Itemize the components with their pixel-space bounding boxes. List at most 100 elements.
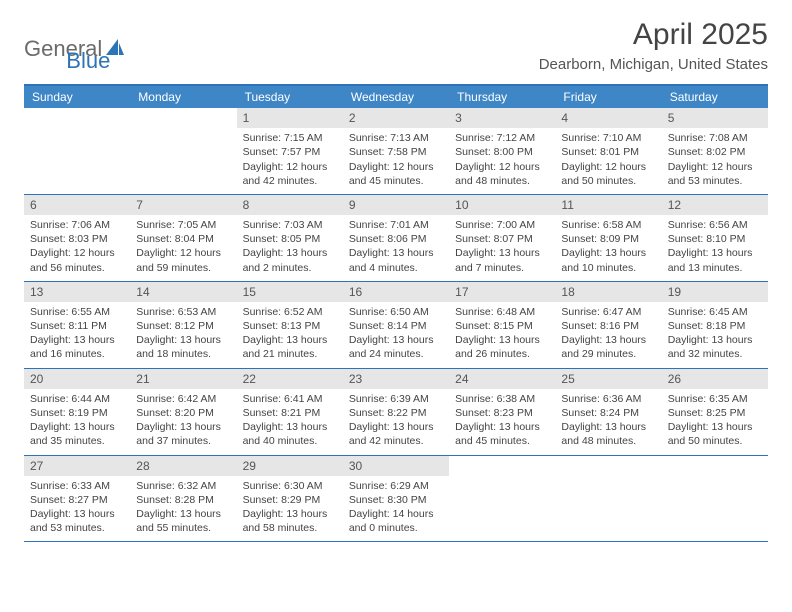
day-number: 12 <box>662 195 768 215</box>
day-number: 8 <box>237 195 343 215</box>
daylight-text: and 58 minutes. <box>243 521 337 535</box>
sunset-text: Sunset: 8:07 PM <box>455 232 549 246</box>
daylight-text: and 59 minutes. <box>136 261 230 275</box>
daylight-text: Daylight: 13 hours <box>243 507 337 521</box>
location-text: Dearborn, Michigan, United States <box>539 56 768 73</box>
day-number: 26 <box>662 369 768 389</box>
day-number: 1 <box>237 108 343 128</box>
day-header: Tuesday <box>237 86 343 108</box>
sunset-text: Sunset: 8:27 PM <box>30 493 124 507</box>
day-header-row: SundayMondayTuesdayWednesdayThursdayFrid… <box>24 86 768 108</box>
day-cell: 16Sunrise: 6:50 AMSunset: 8:14 PMDayligh… <box>343 282 449 368</box>
day-cell: 14Sunrise: 6:53 AMSunset: 8:12 PMDayligh… <box>130 282 236 368</box>
sunset-text: Sunset: 8:06 PM <box>349 232 443 246</box>
weeks-container: .. 1 Sunrise: 7:15 AMSunset: 7:57 PM Daylig… <box>24 108 768 542</box>
day-header: Thursday <box>449 86 555 108</box>
day-number: 19 <box>662 282 768 302</box>
sunset-text: Sunset: 7:57 PM <box>243 145 337 159</box>
day-cell: 23Sunrise: 6:39 AMSunset: 8:22 PMDayligh… <box>343 369 449 455</box>
sunset-text: Sunset: 8:15 PM <box>455 319 549 333</box>
daylight-text: and 13 minutes. <box>668 261 762 275</box>
page-header: General Blue April 2025 Dearborn, Michig… <box>24 18 768 74</box>
sunrise-text: Sunrise: 7:08 AM <box>668 131 762 145</box>
daylight-text: and 55 minutes. <box>136 521 230 535</box>
day-number: 11 <box>555 195 661 215</box>
day-cell: 21Sunrise: 6:42 AMSunset: 8:20 PMDayligh… <box>130 369 236 455</box>
sunrise-text: Sunrise: 6:39 AM <box>349 392 443 406</box>
day-number: 18 <box>555 282 661 302</box>
day-number: 2 <box>343 108 449 128</box>
sunrise-text: Sunrise: 6:38 AM <box>455 392 549 406</box>
daylight-text: and 29 minutes. <box>561 347 655 361</box>
daylight-text: Daylight: 13 hours <box>30 507 124 521</box>
daylight-text: Daylight: 12 hours <box>136 246 230 260</box>
daylight-text: and 40 minutes. <box>243 434 337 448</box>
sunrise-text: Sunrise: 7:06 AM <box>30 218 124 232</box>
daylight-text: and 24 minutes. <box>349 347 443 361</box>
daylight-text: and 16 minutes. <box>30 347 124 361</box>
day-number: 23 <box>343 369 449 389</box>
daylight-text: Daylight: 13 hours <box>30 420 124 434</box>
day-cell: 10Sunrise: 7:00 AMSunset: 8:07 PMDayligh… <box>449 195 555 281</box>
day-number: 17 <box>449 282 555 302</box>
sunset-text: Sunset: 8:09 PM <box>561 232 655 246</box>
day-cell: 17Sunrise: 6:48 AMSunset: 8:15 PMDayligh… <box>449 282 555 368</box>
day-number: 21 <box>130 369 236 389</box>
day-number: 25 <box>555 369 661 389</box>
sunset-text: Sunset: 8:19 PM <box>30 406 124 420</box>
day-cell: 11Sunrise: 6:58 AMSunset: 8:09 PMDayligh… <box>555 195 661 281</box>
daylight-text: and 42 minutes. <box>349 434 443 448</box>
day-cell: 26Sunrise: 6:35 AMSunset: 8:25 PMDayligh… <box>662 369 768 455</box>
day-cell: 13Sunrise: 6:55 AMSunset: 8:11 PMDayligh… <box>24 282 130 368</box>
empty-cell: . <box>449 456 555 542</box>
day-number: 24 <box>449 369 555 389</box>
daylight-text: Daylight: 13 hours <box>30 333 124 347</box>
sunset-text: Sunset: 8:05 PM <box>243 232 337 246</box>
sunset-text: Sunset: 8:11 PM <box>30 319 124 333</box>
daylight-text: and 37 minutes. <box>136 434 230 448</box>
daylight-text: Daylight: 12 hours <box>30 246 124 260</box>
empty-cell: . <box>24 108 130 194</box>
daylight-text: and 48 minutes. <box>561 434 655 448</box>
sunrise-text: Sunrise: 7:15 AM <box>243 131 337 145</box>
day-number: 6 <box>24 195 130 215</box>
sunrise-text: Sunrise: 6:36 AM <box>561 392 655 406</box>
day-header: Sunday <box>24 86 130 108</box>
day-number: 3 <box>449 108 555 128</box>
sunrise-text: Sunrise: 7:05 AM <box>136 218 230 232</box>
day-number: 10 <box>449 195 555 215</box>
daylight-text: and 18 minutes. <box>136 347 230 361</box>
day-cell: 4Sunrise: 7:10 AMSunset: 8:01 PMDaylight… <box>555 108 661 194</box>
sunset-text: Sunset: 8:02 PM <box>668 145 762 159</box>
day-cell: 27Sunrise: 6:33 AMSunset: 8:27 PMDayligh… <box>24 456 130 542</box>
day-cell: 22Sunrise: 6:41 AMSunset: 8:21 PMDayligh… <box>237 369 343 455</box>
day-number: 29 <box>237 456 343 476</box>
week-row: 6Sunrise: 7:06 AMSunset: 8:03 PMDaylight… <box>24 195 768 282</box>
sunrise-text: Sunrise: 6:42 AM <box>136 392 230 406</box>
day-cell: 24Sunrise: 6:38 AMSunset: 8:23 PMDayligh… <box>449 369 555 455</box>
week-row: ..1Sunrise: 7:15 AMSunset: 7:57 PMDaylig… <box>24 108 768 195</box>
daylight-text: Daylight: 13 hours <box>243 420 337 434</box>
sunset-text: Sunset: 8:20 PM <box>136 406 230 420</box>
day-number: 9 <box>343 195 449 215</box>
daylight-text: Daylight: 13 hours <box>243 333 337 347</box>
sunset-text: Sunset: 8:03 PM <box>30 232 124 246</box>
sunrise-text: Sunrise: 6:53 AM <box>136 305 230 319</box>
daylight-text: Daylight: 13 hours <box>349 246 443 260</box>
daylight-text: Daylight: 13 hours <box>668 420 762 434</box>
sunrise-text: Sunrise: 6:52 AM <box>243 305 337 319</box>
sunrise-text: Sunrise: 7:13 AM <box>349 131 443 145</box>
page-title: April 2025 <box>539 18 768 52</box>
day-cell: 29Sunrise: 6:30 AMSunset: 8:29 PMDayligh… <box>237 456 343 542</box>
day-cell: 25Sunrise: 6:36 AMSunset: 8:24 PMDayligh… <box>555 369 661 455</box>
sunrise-text: Sunrise: 6:33 AM <box>30 479 124 493</box>
daylight-text: Daylight: 13 hours <box>668 333 762 347</box>
sunset-text: Sunset: 8:25 PM <box>668 406 762 420</box>
sunset-text: Sunset: 8:28 PM <box>136 493 230 507</box>
daylight-text: and 26 minutes. <box>455 347 549 361</box>
day-number: 16 <box>343 282 449 302</box>
sunset-text: Sunset: 8:01 PM <box>561 145 655 159</box>
daylight-text: and 21 minutes. <box>243 347 337 361</box>
sunrise-text: Sunrise: 7:10 AM <box>561 131 655 145</box>
day-number: 5 <box>662 108 768 128</box>
